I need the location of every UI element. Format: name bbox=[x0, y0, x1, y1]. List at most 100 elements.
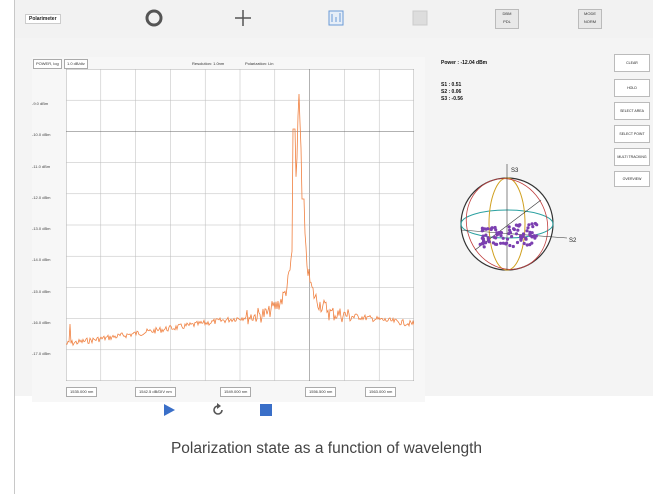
circle-tool-button[interactable] bbox=[142, 6, 166, 30]
polarization-point bbox=[512, 227, 516, 231]
polarization-point bbox=[519, 238, 523, 242]
y-tick-label: -11.0 dBm bbox=[32, 164, 51, 169]
select-point-button[interactable]: SELECT POINT bbox=[614, 125, 650, 143]
x-center-select[interactable]: 1549.000 nm bbox=[220, 387, 252, 397]
toggle-label-top: MODE bbox=[584, 11, 596, 16]
polarization-point bbox=[525, 229, 529, 233]
polarization-point bbox=[535, 223, 539, 227]
refresh-button[interactable] bbox=[210, 402, 226, 418]
polarization-point bbox=[507, 232, 511, 236]
spectrum-plot[interactable] bbox=[66, 69, 414, 381]
mode-norm-toggle[interactable]: MODE NORM bbox=[578, 9, 602, 29]
chart-view-button[interactable] bbox=[324, 6, 348, 30]
polarization-point bbox=[511, 244, 515, 249]
y-tick-label: -14.0 dBm bbox=[32, 257, 51, 262]
polarization-point bbox=[484, 233, 488, 237]
scale-mode-select[interactable]: POWER, log bbox=[33, 59, 62, 69]
x-start-select[interactable]: 1535.000 nm bbox=[66, 387, 98, 397]
polarization-point bbox=[497, 231, 501, 235]
polarization-point bbox=[508, 228, 512, 232]
multi-tracking-button[interactable]: MULTI TRACKING bbox=[614, 148, 650, 166]
polarization-point bbox=[508, 243, 512, 248]
resolution-label: Resolution: 1.0nm bbox=[192, 61, 225, 66]
toggle-label-bottom: NORM bbox=[583, 19, 597, 24]
select-area-button[interactable]: SELECT AREA bbox=[614, 102, 650, 120]
polarization-point bbox=[521, 232, 526, 236]
polarization-label: Polarization: Lin bbox=[245, 61, 274, 66]
y-tick-label: -16.0 dBm bbox=[32, 320, 51, 325]
hold-button[interactable]: HOLD bbox=[614, 79, 650, 97]
polarization-point bbox=[532, 234, 536, 238]
polarization-point bbox=[519, 234, 523, 238]
polarization-point bbox=[514, 232, 519, 236]
polarization-point bbox=[487, 239, 491, 243]
polarization-point bbox=[499, 234, 503, 238]
polarization-points bbox=[478, 221, 539, 249]
polarization-point bbox=[525, 243, 529, 247]
stokes-readout: S1 : 0.51 S2 : 0.06 S3 : -0.56 bbox=[441, 82, 463, 103]
crosshair-tool-icon bbox=[235, 10, 251, 26]
figure-caption: Polarization state as a function of wave… bbox=[170, 440, 483, 457]
polarization-point bbox=[515, 240, 520, 245]
x-span-select[interactable]: 1542.5 dB/DIV nm bbox=[135, 387, 176, 397]
scale-div-select[interactable]: 1.0 dB/div bbox=[64, 59, 88, 69]
blank-tool-icon bbox=[412, 10, 428, 26]
spectrum-trace bbox=[66, 93, 414, 347]
s2-value: S2 : 0.06 bbox=[441, 89, 462, 95]
x-marker-select[interactable]: 1556.500 nm bbox=[305, 387, 337, 397]
polarization-point bbox=[499, 241, 503, 245]
blank-tool-button[interactable] bbox=[408, 6, 432, 30]
stop-icon bbox=[260, 404, 272, 416]
toggle-label-top: DBM bbox=[502, 11, 512, 16]
play-icon bbox=[164, 404, 175, 416]
y-tick-label: -13.0 dBm bbox=[32, 226, 51, 231]
polarization-point bbox=[516, 224, 520, 228]
polarization-point bbox=[505, 237, 510, 241]
s1-value: S1 : 0.51 bbox=[441, 82, 462, 88]
x-stop-select[interactable]: 1563.000 nm bbox=[365, 387, 397, 397]
play-button[interactable] bbox=[161, 402, 177, 418]
refresh-icon bbox=[213, 403, 223, 415]
polarization-point bbox=[507, 225, 511, 229]
polarization-point bbox=[495, 242, 499, 246]
polarization-point bbox=[490, 226, 494, 230]
toolbar: Polarimeter DBM PDL MODE NORM bbox=[15, 0, 653, 38]
toggle-label-bottom: PDL bbox=[503, 19, 511, 24]
polarization-point bbox=[482, 245, 486, 249]
polarization-point bbox=[492, 235, 496, 239]
polarization-point bbox=[484, 227, 488, 231]
s2-axis-label: S2 bbox=[569, 238, 577, 244]
grid-lines bbox=[66, 69, 414, 381]
polarization-point bbox=[526, 226, 530, 230]
y-tick-label: -15.0 dBm bbox=[32, 289, 51, 294]
y-tick-label: -10.0 dBm bbox=[32, 132, 51, 137]
polarization-point bbox=[481, 234, 485, 238]
stop-button[interactable] bbox=[258, 402, 274, 418]
polarization-point bbox=[504, 242, 508, 246]
polarization-point bbox=[524, 236, 528, 240]
power-readout: Power : -12.04 dBm bbox=[441, 60, 488, 66]
s3-value: S3 : -0.56 bbox=[441, 96, 463, 102]
circle-tool-icon bbox=[145, 9, 163, 27]
y-tick-label: -12.0 dBm bbox=[32, 195, 51, 200]
polarization-point bbox=[533, 236, 537, 240]
polarization-point bbox=[530, 222, 534, 226]
y-tick-label: -17.0 dBm bbox=[32, 351, 51, 356]
polarization-point bbox=[501, 236, 505, 240]
y-tick-label: -9.0 dBm bbox=[32, 101, 49, 106]
app-title: Polarimeter bbox=[25, 14, 61, 24]
page-divider-line bbox=[14, 0, 15, 494]
polarization-point bbox=[510, 234, 514, 239]
dbm-pdl-toggle[interactable]: DBM PDL bbox=[495, 9, 519, 29]
poincare-sphere[interactable]: S3 S2 bbox=[455, 160, 585, 280]
polarization-point bbox=[531, 225, 535, 229]
s3-axis-label: S3 bbox=[511, 168, 519, 174]
polarization-point bbox=[521, 234, 525, 238]
polarization-point bbox=[516, 228, 520, 232]
crosshair-tool-button[interactable] bbox=[231, 6, 255, 30]
clear-button[interactable]: CLEAR bbox=[614, 54, 650, 72]
overview-button[interactable]: OVERVIEW bbox=[614, 171, 650, 187]
polarization-point bbox=[480, 226, 484, 230]
polarization-point bbox=[528, 243, 532, 247]
chart-view-icon bbox=[328, 10, 344, 26]
